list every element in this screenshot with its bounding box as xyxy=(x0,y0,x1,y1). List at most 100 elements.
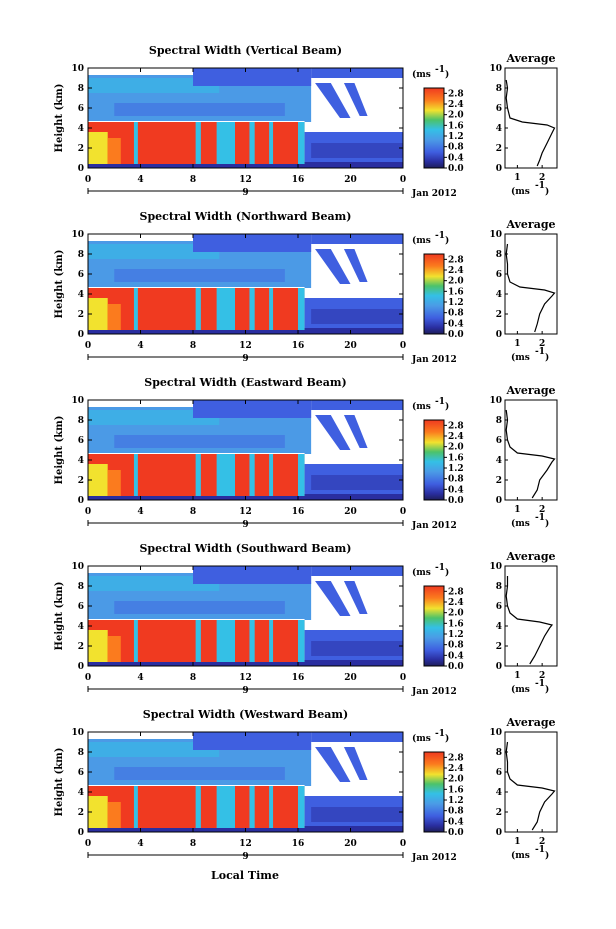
colorbar-tick-label: 0.4 xyxy=(448,153,464,163)
region-vertical-streak xyxy=(249,454,255,496)
colorbar-unit-label: (ms xyxy=(412,235,431,246)
region-plume-1 xyxy=(315,581,351,616)
region-vertical-streak xyxy=(133,288,138,330)
colorbar-unit-label: (ms xyxy=(412,401,431,412)
x-tick-label: 8 xyxy=(190,673,196,683)
y-tick-label: 10 xyxy=(71,64,84,74)
average-x-label: (ms xyxy=(511,186,530,197)
colorbar-tick-label: 1.2 xyxy=(448,298,464,308)
colorbar-tick-label: 2.4 xyxy=(448,598,464,608)
colorbar-tick-label: 0.4 xyxy=(448,651,464,661)
y-tick-label: 0 xyxy=(78,330,84,340)
colorbar-tick-label: 2.0 xyxy=(448,443,464,453)
region-vertical-streak xyxy=(269,786,274,828)
y-axis-label: Height (km) xyxy=(54,748,65,817)
region-top-edge xyxy=(88,121,305,122)
colorbar-tick-label: 0.8 xyxy=(448,807,464,817)
date-label: Jan 2012 xyxy=(411,521,457,531)
x-tick-label: 20 xyxy=(344,507,357,517)
region-vertical-streak xyxy=(227,786,235,828)
average-y-tick-label: 10 xyxy=(489,230,502,240)
colorbar-tick-label: 0.0 xyxy=(448,662,464,672)
x-tick-label: 0 xyxy=(400,839,406,849)
average-x-label-exp: -1 xyxy=(535,845,545,855)
colorbar-tick-label: 0.0 xyxy=(448,496,464,506)
y-tick-label: 10 xyxy=(71,562,84,572)
x-tick-label: 0 xyxy=(400,175,406,185)
region-vertical-streak xyxy=(269,454,274,496)
y-tick-label: 10 xyxy=(71,230,84,240)
region-vertical-streak xyxy=(249,620,255,662)
colorbar-tick-label: 2.8 xyxy=(448,421,464,431)
x-tick-label: 12 xyxy=(239,507,252,517)
panel-2: Spectral Width (Eastward Beam)0246810Hei… xyxy=(54,376,558,531)
panel-1: Spectral Width (Northward Beam)0246810He… xyxy=(54,210,558,365)
y-tick-label: 4 xyxy=(78,290,84,300)
region-plume-1 xyxy=(315,747,351,782)
average-x-tick-label: 1 xyxy=(514,173,520,183)
x-tick-label: 20 xyxy=(344,839,357,849)
colorbar-unit-label: (ms xyxy=(412,567,431,578)
region-cyan-patch xyxy=(88,244,220,259)
y-tick-label: 4 xyxy=(78,622,84,632)
colorbar-tick-label: 1.6 xyxy=(448,619,464,629)
average-x-label-exp: -1 xyxy=(535,679,545,689)
average-profile-line xyxy=(505,741,556,831)
region-vertical-streak xyxy=(298,620,305,662)
x-tick-label: 0 xyxy=(85,839,91,849)
region-vertical-streak xyxy=(298,786,305,828)
average-x-tick-label: 1 xyxy=(514,339,520,349)
region-top-edge xyxy=(88,453,305,454)
x-tick-label: 12 xyxy=(239,673,252,683)
colorbar-tick-label: 0.8 xyxy=(448,143,464,153)
average-y-tick-label: 4 xyxy=(496,788,502,798)
average-y-tick-label: 4 xyxy=(496,456,502,466)
region-cyan-patch xyxy=(88,576,220,591)
region-top-edge xyxy=(88,619,305,620)
colorbar-tick-label: 1.2 xyxy=(448,630,464,640)
colorbar-tick-label: 1.6 xyxy=(448,121,464,131)
colorbar-tick-label: 2.4 xyxy=(448,764,464,774)
region-vertical-streak xyxy=(298,454,305,496)
colorbar-tick-label: 2.8 xyxy=(448,89,464,99)
colorbar-unit-close: ) xyxy=(445,235,449,246)
x-tick-label: 0 xyxy=(85,673,91,683)
y-tick-label: 2 xyxy=(78,310,84,320)
x-tick-label: 4 xyxy=(137,839,143,849)
date-label: Jan 2012 xyxy=(411,189,457,199)
colorbar-tick-label: 1.2 xyxy=(448,796,464,806)
colorbar-tick-label: 2.0 xyxy=(448,277,464,287)
average-y-tick-label: 2 xyxy=(496,808,502,818)
y-tick-label: 8 xyxy=(78,416,84,426)
x-tick-label: 16 xyxy=(292,507,305,517)
average-y-tick-label: 8 xyxy=(496,250,502,260)
region-top-right xyxy=(311,234,403,244)
average-x-label: (ms xyxy=(511,684,530,695)
colorbar-unit-close: ) xyxy=(445,733,449,744)
region-vertical-streak xyxy=(133,122,138,164)
y-tick-label: 2 xyxy=(78,642,84,652)
y-tick-label: 0 xyxy=(78,828,84,838)
x-tick-label: 0 xyxy=(85,175,91,185)
colorbar-unit-close: ) xyxy=(445,69,449,80)
day-label: 9 xyxy=(242,852,248,862)
colorbar-tick-label: 0.8 xyxy=(448,309,464,319)
average-y-tick-label: 8 xyxy=(496,748,502,758)
average-title: Average xyxy=(505,218,555,231)
day-label: 9 xyxy=(242,520,248,530)
average-x-label: (ms xyxy=(511,850,530,861)
average-frame xyxy=(504,731,558,833)
average-x-label-close: ) xyxy=(545,352,549,363)
colorbar xyxy=(423,419,445,501)
colorbar-unit-exp: -1 xyxy=(435,729,445,739)
colorbar-unit-label: (ms xyxy=(412,733,431,744)
average-x-tick-label: 2 xyxy=(539,837,545,847)
average-y-tick-label: 6 xyxy=(496,768,502,778)
x-tick-label: 4 xyxy=(137,175,143,185)
x-tick-label: 4 xyxy=(137,673,143,683)
region-top-right xyxy=(311,400,403,410)
average-x-tick-label: 2 xyxy=(539,339,545,349)
y-tick-label: 0 xyxy=(78,496,84,506)
colorbar-tick-label: 1.2 xyxy=(448,132,464,142)
